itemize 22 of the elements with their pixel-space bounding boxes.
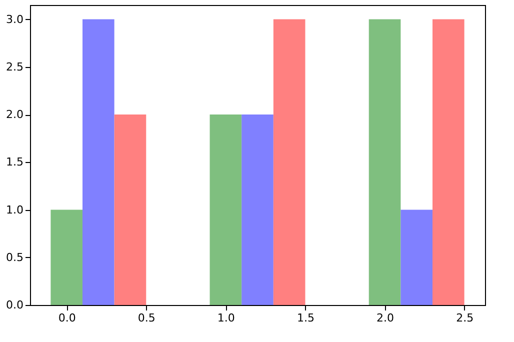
y-tick-label: 0.5 xyxy=(6,250,24,264)
bar xyxy=(432,19,464,305)
y-tick-label: 2.0 xyxy=(6,108,24,122)
bar xyxy=(400,210,432,305)
x-tick-label: 1.0 xyxy=(217,312,235,324)
x-tick-label: 2.5 xyxy=(456,312,474,324)
x-tick-label: 1.5 xyxy=(296,312,314,324)
bar xyxy=(242,114,274,305)
x-tick-label: 2.0 xyxy=(376,312,394,324)
bar xyxy=(210,114,242,305)
bar xyxy=(114,114,146,305)
bar xyxy=(50,210,82,305)
x-tick-label: 0.5 xyxy=(138,312,156,324)
y-tick-label: 2.5 xyxy=(6,60,24,74)
y-tick-label: 0.0 xyxy=(6,298,24,312)
y-tick-label: 1.0 xyxy=(6,203,24,216)
bar xyxy=(273,19,306,305)
x-tick-label: 0.0 xyxy=(58,312,76,324)
bar xyxy=(82,19,114,305)
y-tick-label: 3.0 xyxy=(6,12,24,26)
bar xyxy=(368,19,401,305)
y-tick-label: 1.5 xyxy=(6,156,24,169)
